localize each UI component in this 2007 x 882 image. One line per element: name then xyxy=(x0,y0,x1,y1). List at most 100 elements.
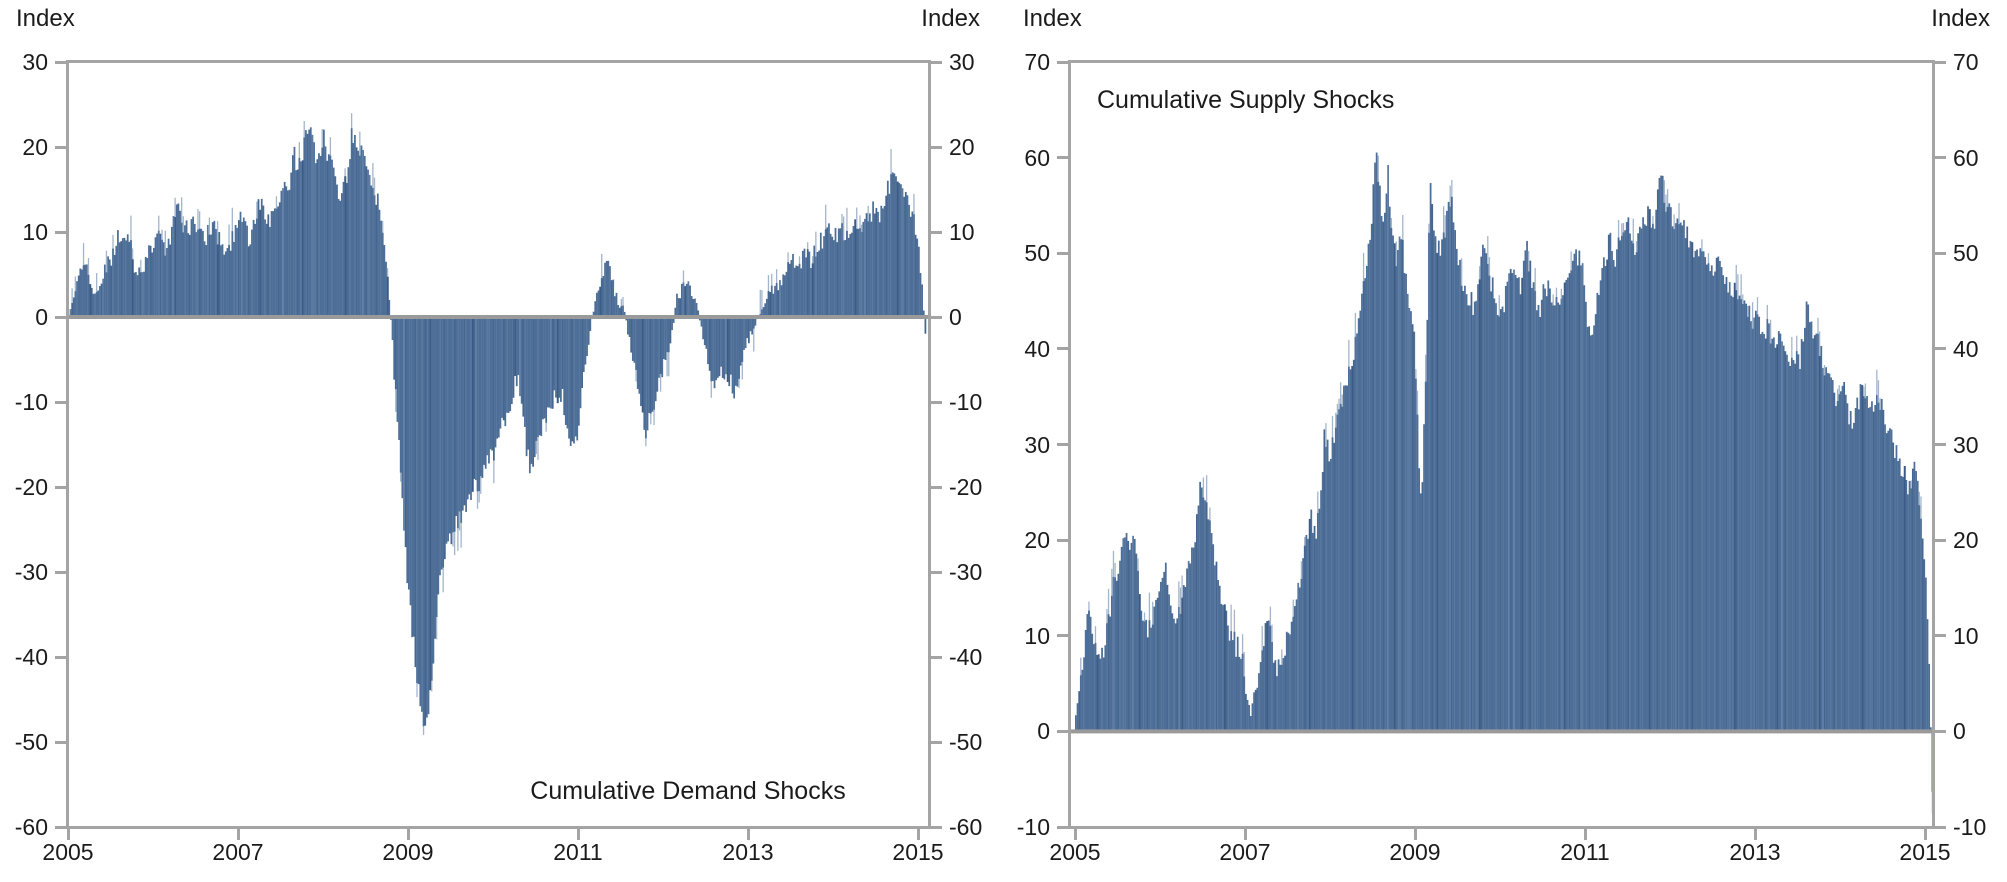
cumulative-demand-shocks-plot xyxy=(68,113,929,735)
y-tick-right-0 xyxy=(931,315,942,319)
y-tick-label-left-10: 10 xyxy=(1024,622,1050,649)
y-tick-label-right-10: 10 xyxy=(1953,622,1979,649)
y-tick-right-50 xyxy=(1935,251,1946,255)
y-tick-label-left--10: -10 xyxy=(14,388,48,415)
x-tick-label-2013: 2013 xyxy=(1729,839,1781,865)
y-tick-right--50 xyxy=(931,740,942,744)
y-tick-right-60 xyxy=(1935,156,1946,160)
x-tick-2013 xyxy=(746,829,750,840)
y-tick-label-right-50: 50 xyxy=(1953,240,1979,267)
y-tick-right-30 xyxy=(931,60,942,64)
y-tick-left-40 xyxy=(1057,347,1068,351)
y-tick-label-right-20: 20 xyxy=(1953,527,1979,554)
y-tick-label-right-60: 60 xyxy=(1953,144,1979,171)
y-tick-label-right-40: 40 xyxy=(1953,335,1979,362)
y-tick-right--60 xyxy=(931,825,942,829)
y-tick-label-right-0: 0 xyxy=(949,303,962,330)
x-tick-label-2007: 2007 xyxy=(212,839,264,865)
y-tick-label-left--30: -30 xyxy=(14,558,48,585)
y-tick-label-right-70: 70 xyxy=(1953,48,1979,75)
x-tick-label-2005: 2005 xyxy=(42,839,94,865)
y-tick-right--20 xyxy=(931,485,942,489)
y-tick-label-left-20: 20 xyxy=(22,133,48,160)
y-tick-label-left--50: -50 xyxy=(14,728,48,755)
x-tick-label-2011: 2011 xyxy=(1560,839,1610,865)
x-tick-2015 xyxy=(916,829,920,840)
y-tick-left--50 xyxy=(55,740,66,744)
y-tick-label-left-20: 20 xyxy=(1024,527,1050,554)
y-tick-left-60 xyxy=(1057,156,1068,160)
y-tick-label-left-30: 30 xyxy=(22,48,48,75)
y-tick-label-left-60: 60 xyxy=(1024,144,1050,171)
y-tick-label-right--30: -30 xyxy=(949,558,983,585)
supply-left-axis-title: Index xyxy=(1023,5,1082,32)
y-tick-right--40 xyxy=(931,655,942,659)
zero-line xyxy=(68,315,929,319)
x-tick-label-2009: 2009 xyxy=(1389,839,1441,865)
demand-left-axis-title: Index xyxy=(16,5,75,32)
supply-right-axis-title: Index xyxy=(1931,5,1990,32)
y-tick-label-right-30: 30 xyxy=(1953,431,1979,458)
y-tick-right-10 xyxy=(1935,634,1946,638)
x-tick-label-2015: 2015 xyxy=(892,839,944,865)
y-tick-left-30 xyxy=(55,60,66,64)
y-tick-left-50 xyxy=(1057,251,1068,255)
y-tick-right-20 xyxy=(931,145,942,149)
x-tick-2007 xyxy=(1243,829,1247,840)
y-tick-right-40 xyxy=(1935,347,1946,351)
demand-chart-title: Cumulative Demand Shocks xyxy=(530,776,846,805)
y-tick-label-left--10: -10 xyxy=(1016,813,1050,840)
y-tick-label-left-10: 10 xyxy=(22,218,48,245)
x-tick-2011 xyxy=(1583,829,1587,840)
y-tick-label-right--50: -50 xyxy=(949,728,983,755)
y-tick-label-left-0: 0 xyxy=(1037,718,1050,745)
y-tick-label-left-70: 70 xyxy=(1024,48,1050,75)
x-tick-label-2015: 2015 xyxy=(1899,839,1951,865)
cumulative-supply-shocks-plot xyxy=(1070,152,1933,813)
y-tick-right-20 xyxy=(1935,538,1946,542)
y-tick-label-left--20: -20 xyxy=(14,473,48,500)
x-tick-label-2007: 2007 xyxy=(1219,839,1271,865)
y-tick-left--20 xyxy=(55,485,66,489)
y-tick-right-30 xyxy=(1935,443,1946,446)
y-tick-right-70 xyxy=(1935,60,1946,64)
demand-right-axis-title: Index xyxy=(921,5,980,32)
y-tick-label-right--10: -10 xyxy=(1953,813,1987,840)
x-tick-label-2013: 2013 xyxy=(722,839,774,865)
y-tick-label-right-20: 20 xyxy=(949,133,975,160)
y-tick-right--10 xyxy=(1935,825,1946,829)
x-tick-2005 xyxy=(1073,829,1077,840)
y-tick-left-20 xyxy=(1057,538,1068,542)
y-tick-label-right-10: 10 xyxy=(949,218,975,245)
y-tick-right-0 xyxy=(1935,729,1946,733)
y-tick-label-left--60: -60 xyxy=(14,813,48,840)
plot-border xyxy=(1068,60,1935,829)
y-tick-label-right--10: -10 xyxy=(949,388,983,415)
supply-chart-title: Cumulative Supply Shocks xyxy=(1097,85,1395,114)
y-tick-right--10 xyxy=(931,400,942,404)
y-tick-label-right--20: -20 xyxy=(949,473,983,500)
y-tick-left-20 xyxy=(55,145,66,149)
x-tick-2005 xyxy=(66,829,70,840)
y-tick-label-left-50: 50 xyxy=(1024,240,1050,267)
y-tick-label-left-40: 40 xyxy=(1024,335,1050,362)
x-tick-2009 xyxy=(1413,829,1417,840)
y-tick-left-10 xyxy=(1057,634,1068,638)
x-tick-label-2009: 2009 xyxy=(382,839,434,865)
y-tick-label-left-0: 0 xyxy=(35,303,48,330)
y-tick-left--60 xyxy=(55,825,66,829)
x-tick-2015 xyxy=(1923,829,1927,840)
y-tick-left-10 xyxy=(55,230,66,234)
y-tick-left--40 xyxy=(55,655,66,659)
x-tick-2013 xyxy=(1753,829,1757,840)
zero-line xyxy=(1070,729,1933,734)
x-tick-label-2005: 2005 xyxy=(1049,839,1101,865)
y-tick-label-right--40: -40 xyxy=(949,643,983,670)
x-tick-2009 xyxy=(406,829,410,840)
y-tick-label-right-0: 0 xyxy=(1953,718,1966,745)
y-tick-right--30 xyxy=(931,570,942,574)
y-tick-left-30 xyxy=(1057,443,1068,446)
